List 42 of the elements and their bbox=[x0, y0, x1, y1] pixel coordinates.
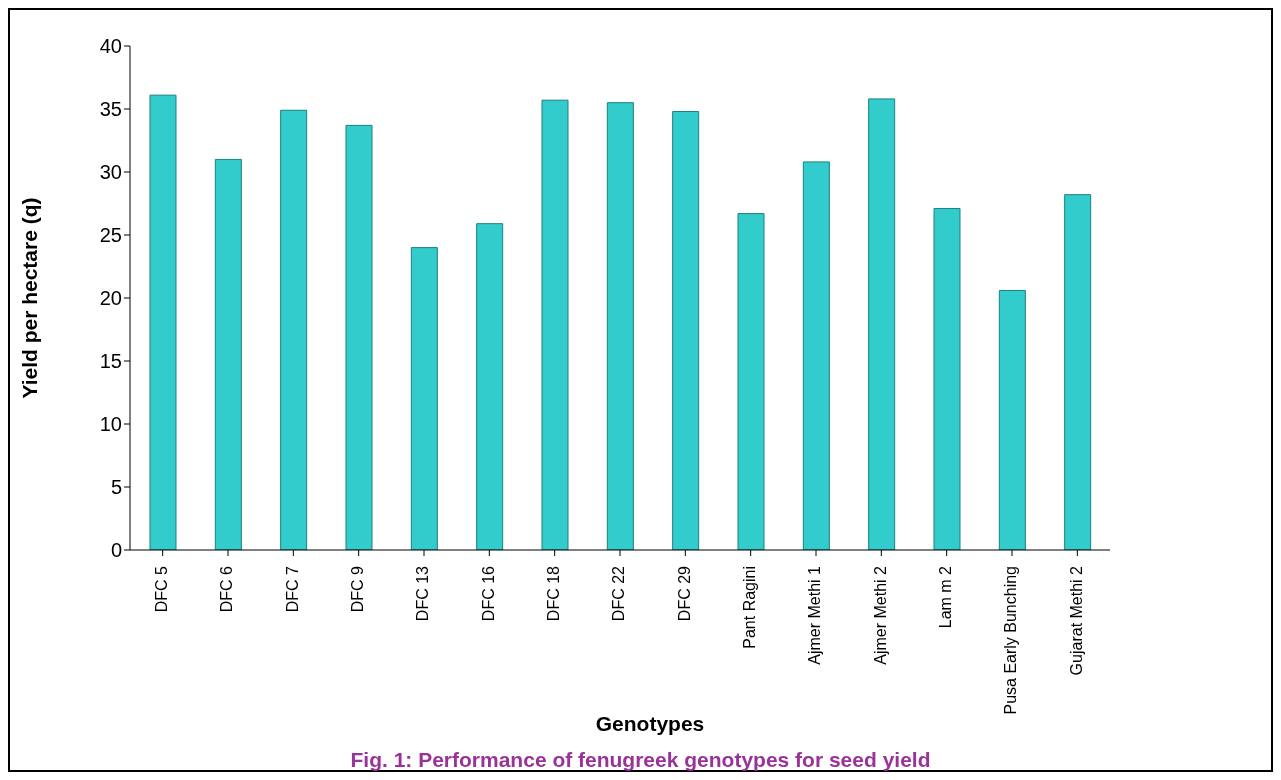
y-tick-label: 5 bbox=[110, 476, 122, 499]
x-tick-label: Gujarat Methi 2 bbox=[1067, 565, 1085, 676]
y-tick-label: 40 bbox=[99, 35, 122, 58]
bar bbox=[672, 111, 700, 550]
bar bbox=[214, 158, 242, 550]
y-tick-label: 0 bbox=[110, 539, 122, 562]
y-tick-label: 25 bbox=[99, 224, 122, 247]
text: Fig. 1: Performance of fenugreek genotypes for seed yield bbox=[349, 748, 932, 772]
bar bbox=[868, 98, 896, 550]
bar bbox=[410, 247, 438, 550]
bar bbox=[149, 94, 177, 550]
x-tick-label: DFC 29 bbox=[675, 565, 693, 622]
y-tick-label: 30 bbox=[99, 161, 122, 184]
x-tick-label: DFC 6 bbox=[218, 565, 236, 613]
bar bbox=[541, 99, 569, 550]
bar bbox=[345, 124, 373, 550]
x-tick-label: DFC 13 bbox=[414, 565, 432, 622]
x-tick-label: Pant Ragini bbox=[740, 566, 758, 649]
y-axis-title: Yield per hectare (q) bbox=[18, 197, 42, 399]
y-tick-label: 15 bbox=[99, 350, 122, 373]
x-tick-label: Ajmer Methi 2 bbox=[871, 565, 889, 665]
x-tick-label: DFC 18 bbox=[544, 565, 562, 622]
bar bbox=[802, 161, 830, 550]
y-tick-label: 35 bbox=[99, 98, 122, 121]
x-tick-label: DFC 22 bbox=[610, 565, 628, 622]
x-tick-label: DFC 16 bbox=[479, 565, 497, 622]
x-tick-label: Pusa Early Bunching bbox=[1002, 566, 1020, 715]
x-tick-label: DFC 5 bbox=[152, 565, 170, 613]
x-axis-title: Genotypes bbox=[594, 711, 706, 737]
x-tick-label: DFC 7 bbox=[283, 565, 301, 613]
bar bbox=[606, 102, 634, 550]
bar bbox=[737, 213, 765, 550]
bar bbox=[1064, 194, 1092, 550]
x-tick-label: Ajmer Methi 1 bbox=[806, 565, 824, 665]
y-tick-label: 20 bbox=[99, 287, 122, 310]
bar bbox=[933, 208, 961, 550]
y-tick-label: 10 bbox=[99, 413, 122, 436]
bar bbox=[476, 223, 504, 550]
x-tick-label: Lam m 2 bbox=[936, 565, 954, 629]
bar bbox=[280, 109, 308, 550]
bar bbox=[998, 289, 1026, 550]
x-tick-label: DFC 9 bbox=[348, 565, 366, 613]
